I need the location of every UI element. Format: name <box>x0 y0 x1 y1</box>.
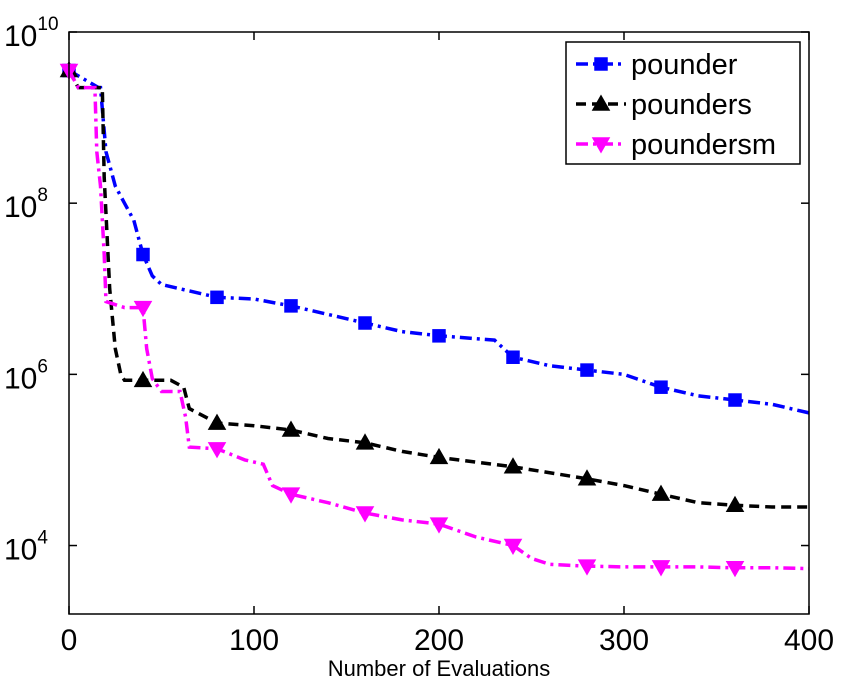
series-line-pounder <box>68 68 810 415</box>
series-pounders <box>59 61 809 513</box>
data-point-pounder <box>580 363 594 377</box>
y-tick-label: 106 <box>4 356 48 395</box>
legend-entries: pounder pounders poundersm <box>576 49 776 161</box>
data-point-pounders <box>429 447 449 465</box>
data-point-poundersm <box>503 538 523 556</box>
x-tick-label: 300 <box>599 624 649 657</box>
x-tick-label: 100 <box>229 624 279 657</box>
legend-entry-poundersm: poundersm <box>576 129 776 161</box>
legend-label: poundersm <box>631 129 776 161</box>
triangle-up-icon <box>591 94 611 111</box>
y-tick-label: 104 <box>4 528 48 567</box>
data-point-poundersm <box>207 442 227 459</box>
data-point-pounders <box>281 420 301 437</box>
series-line-pounders <box>67 69 809 509</box>
y-tick-exponent: 10 <box>37 14 58 35</box>
y-tick-exponent: 8 <box>37 185 48 206</box>
y-tick-base: 10 <box>4 534 37 567</box>
data-point-poundersm <box>429 517 449 534</box>
legend: pounder pounders poundersm <box>565 41 801 165</box>
data-point-poundersm <box>725 561 745 578</box>
data-point-pounder <box>358 316 372 330</box>
y-tick-base: 10 <box>4 362 37 395</box>
data-point-poundersm <box>577 559 597 576</box>
legend-label: pounders <box>631 89 752 121</box>
data-point-pounder <box>654 380 668 394</box>
data-point-pounders <box>651 484 671 501</box>
x-tick-label: 400 <box>784 624 834 657</box>
data-point-pounder <box>432 329 446 343</box>
y-tick-label: 108 <box>4 185 48 224</box>
data-point-pounder <box>210 290 224 305</box>
series-pounder <box>62 63 810 415</box>
data-point-pounder <box>284 299 298 313</box>
triangle-down-icon <box>591 137 611 154</box>
y-tick-exponent: 4 <box>37 528 48 549</box>
square-icon <box>594 57 608 71</box>
x-tick-label: 200 <box>414 624 464 657</box>
y-tick-base: 10 <box>4 20 37 53</box>
data-point-poundersm <box>651 560 671 577</box>
y-tick-exponent: 6 <box>37 356 48 377</box>
data-point-pounders <box>133 370 153 388</box>
data-point-pounders <box>503 457 523 474</box>
data-point-poundersm <box>355 506 375 523</box>
legend-entry-pounders: pounders <box>576 89 752 121</box>
data-point-pounders <box>577 469 597 486</box>
data-point-poundersm <box>281 487 301 504</box>
y-tick-label: 1010 <box>4 14 59 53</box>
data-point-pounder <box>136 247 150 262</box>
data-point-pounder <box>506 350 520 364</box>
series-line-poundersm <box>67 69 810 571</box>
data-point-poundersm <box>133 300 153 318</box>
series-layer <box>59 61 810 578</box>
data-point-pounder <box>728 393 742 407</box>
legend-entry-pounder: pounder <box>576 49 738 81</box>
series-poundersm <box>59 63 810 578</box>
legend-label: pounder <box>631 49 738 81</box>
data-point-pounders <box>207 413 227 430</box>
x-tick-label: 0 <box>61 624 78 657</box>
data-point-pounders <box>355 433 375 450</box>
x-axis-label: Number of Evaluations <box>328 656 551 681</box>
data-point-pounders <box>725 495 745 513</box>
y-tick-base: 10 <box>4 191 37 224</box>
